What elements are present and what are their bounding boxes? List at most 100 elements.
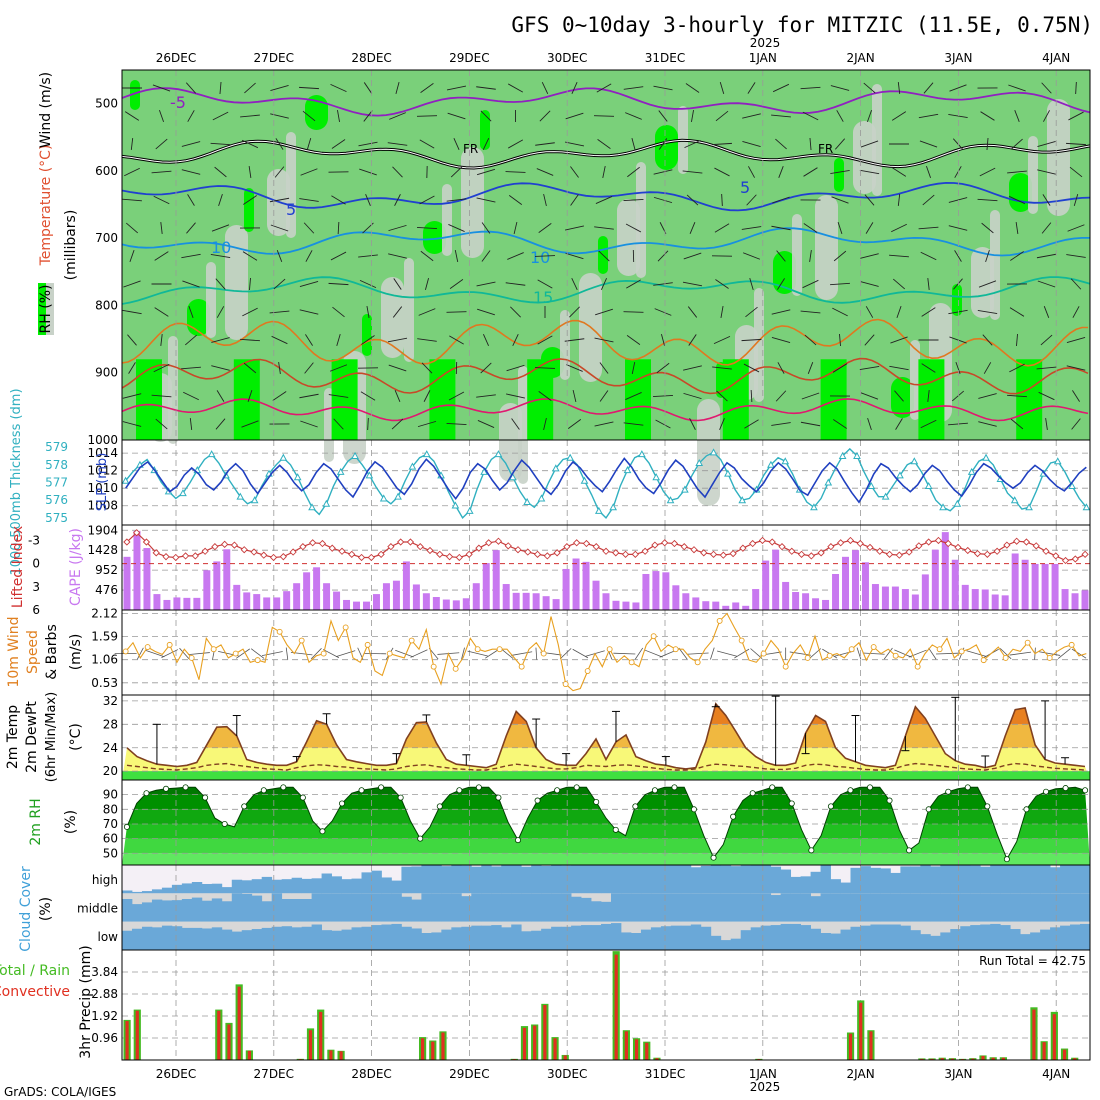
- wind-barb: [714, 223, 730, 233]
- wind-barb: [299, 309, 319, 315]
- wind-barb: [152, 84, 171, 92]
- cloud-bar: [511, 865, 522, 894]
- date-label-top: 28DEC: [351, 51, 391, 65]
- wind-barb: [775, 138, 787, 150]
- thickness-marker: [322, 499, 331, 507]
- wind-barb: [337, 221, 340, 235]
- wind-barb: [387, 337, 408, 343]
- li-marker: [709, 550, 718, 559]
- isotherm-label: 10: [211, 238, 231, 257]
- wind-barb: [864, 194, 875, 206]
- cloud-bar: [371, 870, 382, 894]
- li-marker: [1003, 541, 1011, 549]
- cloud-bar: [1020, 893, 1031, 922]
- wind-barb: [771, 225, 791, 231]
- wind-speed-marker: [584, 668, 591, 674]
- li-marker: [465, 550, 473, 559]
- cloud-bar: [910, 893, 921, 922]
- wind-barb: [569, 306, 580, 318]
- rh-marker: [358, 787, 365, 794]
- wind-barb: [1036, 253, 1057, 259]
- plot-panels: 26DEC 26DEC 27DEC 27DEC 28DEC 28DEC 29DEC 29DEC…: [0, 51, 1091, 1081]
- wind-barb: [211, 365, 230, 371]
- precip-convective-bar: [563, 1055, 567, 1060]
- wind-barb: [800, 86, 821, 90]
- cloud-bar: [840, 929, 851, 950]
- cloud-bar: [211, 898, 223, 922]
- date-label-top: 3JAN: [944, 51, 972, 65]
- wind-barb: [448, 391, 465, 401]
- precip-convective-bar: [634, 1039, 639, 1060]
- rh-marker: [906, 847, 913, 854]
- wind-barb: [803, 167, 818, 177]
- cloud-bar: [740, 930, 752, 950]
- wind-barb: [683, 252, 702, 260]
- thickness-marker: [494, 450, 503, 458]
- precip-convective-bar: [614, 954, 618, 1060]
- cloud-bar: [591, 901, 602, 922]
- cloud-bar: [401, 866, 412, 894]
- cloud-bar: [990, 893, 1001, 922]
- thickness-tick-label: 576: [45, 493, 68, 507]
- wind-barb: [240, 114, 260, 118]
- wind-barb: [476, 281, 496, 287]
- wind-barb: [449, 335, 464, 345]
- wind-barb: [1007, 170, 1027, 174]
- wind-barb: [834, 138, 846, 150]
- wind-barb: [566, 364, 583, 372]
- date-label-top: 29DEC: [449, 51, 489, 65]
- dry-patch: [815, 195, 838, 300]
- cloud-bar: [411, 899, 422, 922]
- wind-barb: [211, 337, 230, 343]
- cloud-bar: [291, 899, 303, 922]
- wind-barb: [859, 366, 880, 370]
- cloud-bar: [541, 893, 552, 922]
- thickness-marker: [451, 501, 460, 509]
- cape-bar: [412, 584, 420, 610]
- wind-barb: [948, 225, 968, 231]
- wind-barb: [626, 335, 641, 345]
- rh-marker: [319, 828, 326, 835]
- wind-barb: [981, 222, 994, 234]
- rh-marker: [612, 826, 619, 833]
- wind-barb: [1015, 221, 1019, 235]
- wind-barb: [750, 389, 753, 403]
- dry-patch: [910, 340, 920, 420]
- y-tick-label: 28: [103, 717, 118, 731]
- wind-barb: [1037, 169, 1056, 175]
- wind-barb: [832, 307, 848, 317]
- cloud-bar: [940, 893, 951, 922]
- li-marker: [269, 553, 278, 562]
- cloud-bar: [1000, 893, 1011, 922]
- date-label-bottom: 31DEC: [645, 1067, 685, 1081]
- li-marker: [1013, 537, 1021, 545]
- rh-marker: [397, 794, 404, 801]
- cloud-bar: [680, 865, 692, 894]
- precip-convective-bar: [533, 1025, 537, 1060]
- moist-patch: [423, 221, 446, 254]
- cloud-bar: [531, 893, 542, 922]
- wind-barb: [748, 166, 755, 178]
- surface-wind-barb: [395, 649, 414, 658]
- wind-barb: [594, 226, 614, 230]
- thickness-axis-label: 1000-500mb Thickness (dm): [9, 388, 24, 575]
- temp-unit-label: (°C): [68, 723, 84, 751]
- li-marker: [475, 544, 483, 552]
- cloud-bar: [241, 930, 253, 950]
- precip-convective-bar: [950, 1058, 955, 1060]
- wind-barb: [653, 169, 673, 175]
- wind-barb: [304, 362, 314, 374]
- cloud-bar: [770, 866, 782, 894]
- wind-barb: [985, 249, 990, 263]
- moist-patch: [952, 284, 962, 316]
- rh-marker: [417, 835, 424, 842]
- wind-barb: [771, 114, 791, 118]
- freezing-line-core: [121, 139, 1091, 169]
- wind-barb: [683, 365, 702, 371]
- wind-barb: [299, 86, 319, 90]
- cloud-bar: [850, 867, 861, 894]
- dry-patch: [168, 336, 178, 444]
- li-marker: [318, 539, 327, 548]
- cape-bar: [1041, 563, 1049, 610]
- wind-barb: [185, 82, 197, 94]
